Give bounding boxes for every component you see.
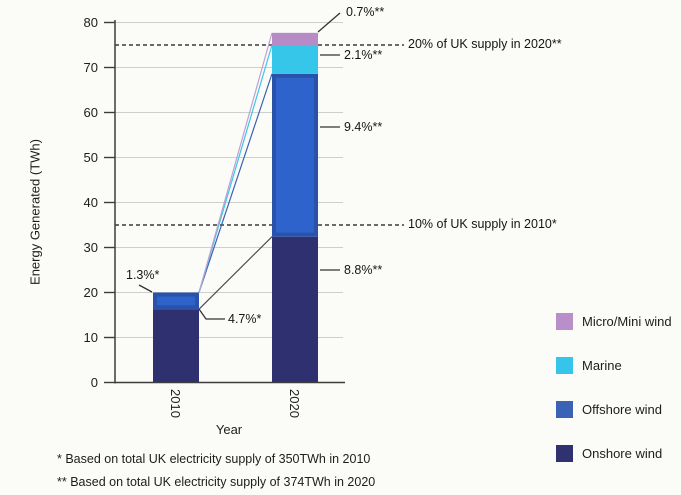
legend-item-marine: Marine	[556, 357, 672, 374]
annotation-label: 0.7%**	[346, 5, 385, 19]
annotation-label: 1.3%*	[126, 268, 160, 282]
reference-line-label: 20% of UK supply in 2020**	[408, 37, 562, 51]
bar-segment-onshore-wind-2020	[272, 236, 318, 383]
legend-swatch-onshore-wind	[556, 445, 573, 462]
legend-swatch-micro-mini-wind	[556, 313, 573, 330]
connector-onshore-wind	[198, 236, 273, 310]
bar-segment-micro-mini-wind-2020	[272, 32, 318, 45]
legend-label: Onshore wind	[582, 446, 663, 461]
legend-item-offshore-wind: Offshore wind	[556, 401, 672, 418]
connector-offshore-wind	[198, 73, 273, 293]
x-category-label-2010: 2010	[168, 389, 183, 418]
legend-label: Offshore wind	[582, 402, 662, 417]
legend-label: Micro/Mini wind	[582, 314, 672, 329]
reference-line-label: 10% of UK supply in 2010*	[408, 217, 557, 231]
annotation-leader-line	[198, 308, 225, 320]
y-tick-label: 30	[83, 239, 98, 255]
y-tick-label: 60	[83, 104, 98, 120]
y-tick-label: 10	[83, 329, 98, 345]
legend-swatch-marine	[556, 357, 573, 374]
y-tick-label: 50	[83, 149, 98, 165]
bar-segment-highlight-offshore-wind-2010	[157, 296, 195, 306]
x-axis-title: Year	[215, 422, 243, 437]
legend-item-onshore-wind: Onshore wind	[556, 445, 672, 462]
bar-segment-marine-2020	[272, 45, 318, 74]
y-axis-title: Energy Generated (TWh)	[27, 139, 43, 285]
footnote-2010-supply: * Based on total UK electricity supply o…	[57, 452, 371, 466]
bar-segment-onshore-wind-2010	[153, 309, 199, 383]
legend-item-micro-mini-wind: Micro/Mini wind	[556, 313, 672, 330]
footnote-2020-supply: ** Based on total UK electricity supply …	[57, 475, 376, 489]
x-category-label-2020: 2020	[287, 389, 302, 418]
annotation-label: 8.8%**	[344, 263, 383, 277]
annotation-leader-line	[317, 12, 341, 33]
legend-swatch-offshore-wind	[556, 401, 573, 418]
annotation-label: 2.1%**	[344, 48, 383, 62]
y-tick-label: 40	[83, 194, 98, 210]
bar-segment-highlight-offshore-wind-2020	[276, 77, 314, 233]
connector-micro-mini-wind	[198, 32, 273, 293]
y-tick-label: 20	[83, 284, 98, 300]
y-tick-label: 70	[83, 59, 98, 75]
y-tick-label: 80	[83, 14, 98, 30]
legend: Micro/Mini wind Marine Offshore wind Onshor…	[556, 313, 672, 489]
legend-label: Marine	[582, 358, 622, 373]
y-tick-label: 0	[90, 374, 98, 390]
annotation-leader-line	[138, 284, 153, 293]
annotation-label: 9.4%**	[344, 120, 383, 134]
annotation-label: 4.7%*	[228, 312, 262, 326]
